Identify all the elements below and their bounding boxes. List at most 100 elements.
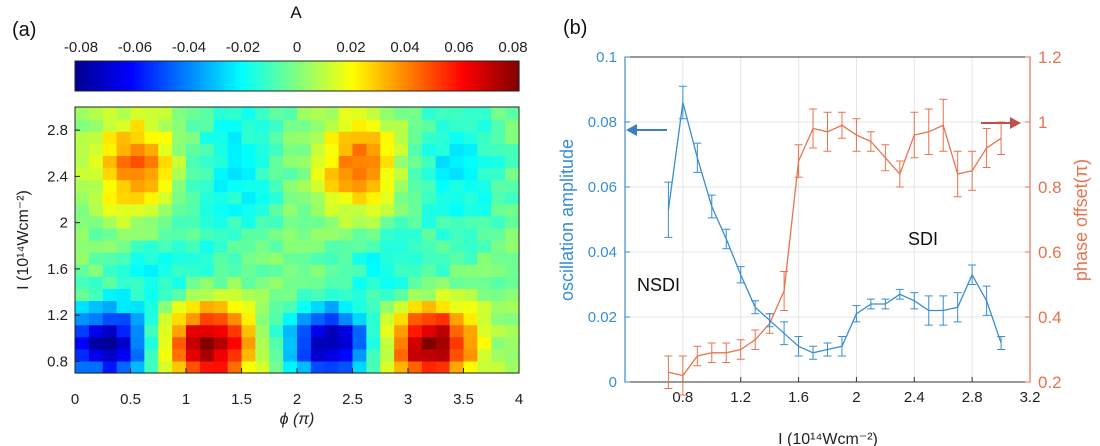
- colorbar: [75, 61, 520, 91]
- colorbar-segment: [279, 61, 283, 91]
- heatmap-cell: [213, 360, 229, 374]
- heatmap-cell: [227, 300, 243, 314]
- heatmap-cell: [144, 276, 159, 289]
- heatmap-cell: [394, 312, 409, 326]
- colorbar-tick-label: -0.02: [226, 39, 260, 56]
- heatmap-cell: [172, 264, 187, 277]
- heatmap-cell: [158, 119, 173, 132]
- heatmap-cell: [463, 191, 478, 205]
- heatmap-cell: [186, 107, 201, 120]
- heatmap-cell: [463, 227, 478, 241]
- heatmap-cell: [227, 227, 243, 241]
- colorbar-segment: [513, 61, 517, 91]
- heatmap-cell: [283, 191, 298, 205]
- colorbar-segment: [339, 61, 343, 91]
- heatmap-cell: [227, 107, 243, 120]
- heatmap-cell: [269, 203, 284, 217]
- heatmap-y-ticks: 0.8 1.2 1.6 2 2.4 2.8: [47, 122, 80, 370]
- heatmap-cell: [449, 288, 465, 302]
- heatmap-cell: [130, 264, 145, 277]
- heatmap-cell: [297, 240, 312, 253]
- heatmap-cell: [172, 131, 187, 144]
- heatmap-cell: [213, 191, 229, 205]
- heatmap-cell: [186, 179, 201, 193]
- heatmap-cell: [130, 336, 145, 350]
- heatmap-cell: [297, 300, 312, 314]
- heatmap-cell: [408, 119, 423, 132]
- colorbar-segment: [150, 61, 154, 91]
- colorbar-segment: [171, 61, 175, 91]
- heatmap-cell: [227, 336, 243, 350]
- colorbar-segment: [180, 61, 184, 91]
- heatmap-cell: [394, 179, 409, 193]
- heatmap-cell: [130, 252, 145, 265]
- heatmap-cell: [491, 336, 506, 350]
- heatmap-cell: [116, 336, 132, 350]
- heatmap-cell: [172, 240, 187, 253]
- heatmap-cell: [324, 203, 340, 217]
- heatmap: [75, 107, 520, 374]
- heatmap-cell: [394, 119, 409, 132]
- colorbar-segment: [144, 61, 148, 91]
- heatmap-cell: [241, 203, 256, 217]
- heatmap-cell: [477, 191, 492, 205]
- colorbar-segment: [78, 61, 82, 91]
- heatmap-cell: [366, 240, 381, 253]
- heatmap-cell: [227, 288, 243, 302]
- heatmap-cell: [297, 227, 312, 241]
- heatmap-cell: [394, 203, 409, 217]
- heatmap-x-label: ϕ (π): [280, 411, 315, 428]
- heatmap-cell: [88, 107, 104, 120]
- heatmap-cell: [449, 300, 465, 314]
- heatmap-cell: [186, 288, 201, 302]
- heatmap-cell: [255, 252, 270, 265]
- right-y-tick-label: 0.4: [1038, 308, 1062, 327]
- heatmap-cell: [421, 203, 437, 217]
- heatmap-cell: [255, 300, 270, 314]
- heatmap-cell: [172, 215, 187, 229]
- heatmap-cell: [283, 203, 298, 217]
- heatmap-cell: [75, 179, 90, 193]
- colorbar-segment: [90, 61, 94, 91]
- heatmap-cell: [144, 300, 159, 314]
- heatmap-cell: [172, 227, 187, 241]
- heatmap-cell: [283, 179, 298, 193]
- colorbar-segment: [282, 61, 286, 91]
- heatmap-cell: [116, 252, 132, 265]
- heatmap-cell: [324, 179, 340, 193]
- x-tick-label: 1.2: [730, 389, 751, 406]
- heatmap-cell: [435, 240, 451, 253]
- heatmap-cell: [352, 203, 367, 217]
- colorbar-segment: [186, 61, 190, 91]
- heatmap-cell: [491, 155, 506, 169]
- heatmap-cell: [366, 324, 381, 338]
- heatmap-cell: [227, 119, 243, 132]
- heatmap-cell: [255, 215, 270, 229]
- heatmap-cell: [394, 360, 409, 374]
- heatmap-cell: [477, 179, 492, 193]
- heatmap-cell: [505, 360, 520, 374]
- heatmap-cell: [491, 324, 506, 338]
- heatmap-cell: [421, 336, 437, 350]
- heatmap-cell: [366, 203, 381, 217]
- heatmap-cell: [380, 155, 395, 169]
- heatmap-cell: [186, 143, 201, 156]
- heatmap-cell: [310, 191, 326, 205]
- heatmap-cell: [408, 167, 423, 181]
- heatmap-cell: [172, 155, 187, 169]
- heatmap-cell: [172, 119, 187, 132]
- heatmap-cell: [199, 300, 215, 314]
- heatmap-cell: [88, 119, 104, 132]
- heatmap-cell: [366, 227, 381, 241]
- heatmap-cell: [116, 203, 132, 217]
- heatmap-cell: [213, 203, 229, 217]
- heatmap-cell: [213, 131, 229, 144]
- heatmap-cell: [213, 252, 229, 265]
- phase-offset-line: [668, 124, 1002, 377]
- heatmap-cell: [435, 276, 451, 289]
- heatmap-cell: [338, 324, 354, 338]
- heatmap-cell: [102, 240, 118, 253]
- heatmap-cell: [421, 143, 437, 156]
- heatmap-cell: [421, 300, 437, 314]
- heatmap-cell: [255, 155, 270, 169]
